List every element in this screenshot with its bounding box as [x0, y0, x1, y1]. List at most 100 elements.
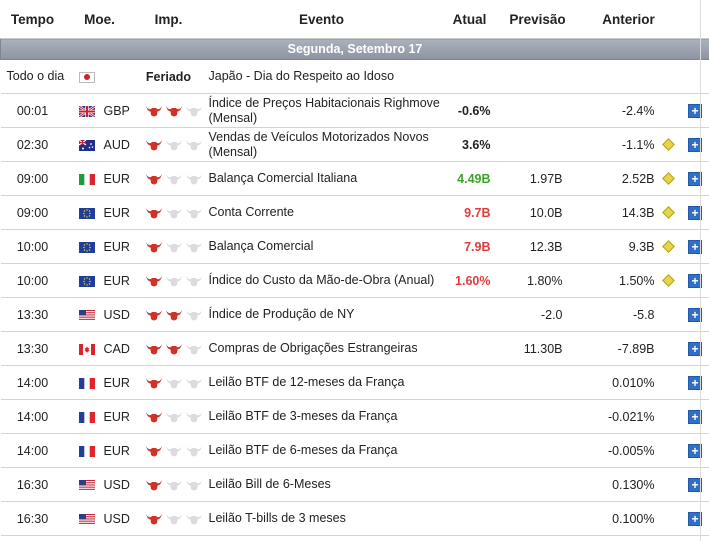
revision-cell — [656, 229, 681, 264]
event-row: 14:00 EUR Leilão BTF de 12-meses da França… — [0, 365, 709, 400]
event-previous: 9.3B — [576, 229, 657, 264]
event-name[interactable]: Índice de Produção de NY — [202, 297, 441, 332]
plus-cell: + — [680, 399, 709, 434]
event-row: 00:01 GBP Índice de Preços Habitacionais R… — [0, 93, 709, 128]
event-time: 13:30 — [0, 297, 65, 332]
event-forecast — [498, 93, 577, 128]
event-name[interactable]: Leilão BTF de 6-meses da França — [202, 433, 441, 468]
event-row: 14:00 EUR Leilão BTF de 3-meses da França -… — [0, 399, 709, 434]
bull-inactive-icon — [185, 206, 203, 220]
add-event-plus-icon[interactable]: + — [688, 477, 703, 492]
event-previous: -7.89B — [576, 331, 657, 366]
australia-flag-icon — [78, 139, 95, 151]
plus-cell: + — [680, 331, 709, 366]
col-forecast[interactable]: Previsão — [498, 0, 577, 39]
col-actual[interactable]: Atual — [440, 0, 499, 39]
event-forecast — [498, 467, 577, 502]
event-name[interactable]: Conta Corrente — [202, 195, 441, 230]
event-name[interactable]: Leilão BTF de 12-meses da França — [202, 365, 441, 400]
add-event-plus-icon[interactable]: + — [688, 443, 703, 458]
plus-cell: + — [680, 195, 709, 230]
add-event-plus-icon[interactable]: + — [688, 171, 703, 186]
plus-cell: + — [680, 501, 709, 536]
event-actual — [440, 433, 499, 468]
add-event-plus-icon[interactable]: + — [688, 239, 703, 254]
bull-inactive-icon — [185, 274, 203, 288]
add-event-plus-icon[interactable]: + — [688, 137, 703, 152]
event-previous: -2.4% — [576, 93, 657, 128]
bull-inactive-icon — [165, 274, 183, 288]
event-time: 09:00 — [0, 195, 65, 230]
event-name[interactable]: Compras de Obrigações Estrangeiras — [202, 331, 441, 366]
revision-cell — [656, 161, 681, 196]
add-event-plus-icon[interactable]: + — [688, 341, 703, 356]
add-event-plus-icon[interactable]: + — [688, 205, 703, 220]
event-name[interactable]: Leilão T-bills de 3 meses — [202, 501, 441, 536]
col-importance[interactable]: Imp. — [134, 0, 203, 39]
event-row: 02:30 AUD Vendas de Veículos Motorizados N… — [0, 127, 709, 162]
bull-inactive-icon — [185, 512, 203, 526]
revised-diamond-icon[interactable] — [662, 137, 675, 151]
revision-cell — [656, 127, 681, 162]
event-previous: -5.8 — [576, 297, 657, 332]
bull-inactive-icon — [165, 138, 183, 152]
importance-bulls — [134, 127, 203, 162]
event-previous: 1.50% — [576, 263, 657, 298]
importance-bulls — [134, 93, 203, 128]
plus-cell: + — [680, 127, 709, 162]
col-event[interactable]: Evento — [202, 0, 441, 39]
bull-active-icon — [145, 478, 163, 492]
event-actual — [440, 331, 499, 366]
event-row: 13:30 CAD Compras de Obrigações Estrangeir… — [0, 331, 709, 366]
revised-diamond-icon[interactable] — [662, 171, 675, 185]
bull-active-icon — [145, 308, 163, 322]
plus-cell: + — [680, 365, 709, 400]
bull-inactive-icon — [185, 104, 203, 118]
revised-diamond-icon[interactable] — [662, 273, 675, 287]
event-previous: 0.010% — [576, 365, 657, 400]
event-name[interactable]: Vendas de Veículos Motorizados Novos (Me… — [202, 127, 441, 162]
add-event-plus-icon[interactable]: + — [688, 307, 703, 322]
bull-active-icon — [145, 240, 163, 254]
holiday-event[interactable]: Japão - Dia do Respeito ao Idoso — [202, 59, 441, 94]
event-name[interactable]: Balança Comercial Italiana — [202, 161, 441, 196]
event-name[interactable]: Índice do Custo da Mão-de-Obra (Anual) — [202, 263, 441, 298]
bull-active-icon — [145, 274, 163, 288]
event-name[interactable]: Leilão Bill de 6-Meses — [202, 467, 441, 502]
col-extra — [680, 0, 709, 39]
event-actual: 9.7B — [440, 195, 499, 230]
currency-code: AUD — [103, 137, 130, 152]
event-time: 02:30 — [0, 127, 65, 162]
col-currency[interactable]: Moe. — [64, 0, 135, 39]
event-currency: GBP — [64, 93, 135, 128]
add-event-plus-icon[interactable]: + — [688, 375, 703, 390]
event-actual: 7.9B — [440, 229, 499, 264]
revision-cell — [656, 93, 681, 128]
revision-cell — [656, 263, 681, 298]
event-name[interactable]: Leilão BTF de 3-meses da França — [202, 399, 441, 434]
bull-inactive-icon — [185, 240, 203, 254]
revised-diamond-icon[interactable] — [662, 239, 675, 253]
add-event-plus-icon[interactable]: + — [688, 409, 703, 424]
event-actual — [440, 501, 499, 536]
col-time[interactable]: Tempo — [0, 0, 65, 39]
france-flag-icon — [78, 411, 95, 423]
importance-bulls — [134, 365, 203, 400]
importance-bulls — [134, 331, 203, 366]
event-time: 14:00 — [0, 433, 65, 468]
revised-diamond-icon[interactable] — [662, 205, 675, 219]
revision-cell — [656, 467, 681, 502]
revision-cell — [656, 365, 681, 400]
scrollbar-track — [700, 0, 701, 541]
event-name[interactable]: Balança Comercial — [202, 229, 441, 264]
event-name[interactable]: Índice de Preços Habitacionais Righmove … — [202, 93, 441, 128]
eu-flag-icon — [78, 207, 95, 219]
col-previous[interactable]: Anterior — [576, 0, 681, 39]
add-event-plus-icon[interactable]: + — [688, 103, 703, 118]
importance-bulls — [134, 399, 203, 434]
event-time: 10:00 — [0, 229, 65, 264]
add-event-plus-icon[interactable]: + — [688, 273, 703, 288]
currency-code: EUR — [103, 375, 130, 390]
add-event-plus-icon[interactable]: + — [688, 511, 703, 526]
